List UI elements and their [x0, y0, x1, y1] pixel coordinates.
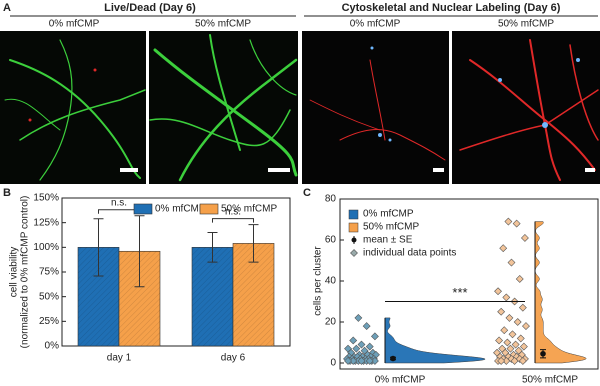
y-tick-label: 75% — [39, 267, 59, 278]
y-tick-label: 0% — [45, 341, 60, 352]
y-tick-label: 50% — [39, 291, 59, 302]
x-tick-label: day 1 — [107, 353, 132, 364]
data-point — [494, 287, 502, 296]
data-point — [352, 344, 361, 353]
data-point — [505, 313, 514, 322]
legend-label: mean ± SE — [363, 235, 413, 246]
legend-label: 0% mfCMP — [363, 209, 414, 220]
x-tick-label: 50% mfCMP — [522, 375, 578, 386]
data-point — [495, 336, 503, 345]
micrograph — [452, 31, 600, 184]
data-point — [357, 357, 366, 365]
data-point — [497, 357, 506, 365]
error-bar — [93, 218, 104, 277]
panel-label: C — [303, 187, 311, 199]
data-point — [371, 332, 379, 341]
x-tick-label: day 6 — [221, 353, 246, 364]
data-point — [507, 258, 516, 267]
data-point — [519, 342, 528, 351]
data-point — [503, 338, 512, 347]
micrograph — [302, 31, 449, 184]
error-bar — [207, 232, 218, 263]
micrograph — [149, 31, 298, 184]
y-tick-label: 80 — [325, 194, 337, 205]
image-label: 50% mfCMP — [498, 19, 554, 30]
image-label: 0% mfCMP — [350, 19, 401, 30]
data-point — [362, 322, 371, 331]
data-point — [511, 340, 520, 349]
x-tick-label: 0% mfCMP — [375, 375, 426, 386]
data-point — [344, 357, 352, 365]
legend-label: individual data points — [363, 248, 456, 259]
legend-swatch — [133, 203, 153, 215]
data-point — [365, 342, 374, 351]
annotation: n.s. — [111, 197, 127, 208]
legend-label: 50% mfCMP — [363, 222, 419, 233]
significance-bracket — [212, 218, 254, 223]
y-axis-label: cells per cluster — [313, 246, 324, 316]
y-tick-label: 125% — [33, 217, 59, 228]
data-point — [502, 357, 511, 365]
image-label: 50% mfCMP — [195, 19, 251, 30]
data-point — [354, 313, 363, 322]
data-point — [500, 326, 509, 335]
y-axis-label: (normalized to 0% mfCMP control) — [20, 196, 31, 349]
data-point — [371, 357, 379, 365]
data-point — [513, 318, 522, 326]
error-bar — [248, 224, 259, 263]
image-group-title: Live/Dead (Day 6) — [104, 2, 196, 14]
mean-marker — [390, 355, 396, 362]
y-tick-label: 60 — [325, 235, 337, 246]
data-point — [515, 275, 524, 283]
data-point — [365, 357, 374, 365]
data-point — [518, 303, 527, 312]
data-point — [497, 307, 506, 316]
data-point — [518, 357, 527, 365]
bar-texture — [192, 247, 233, 346]
y-tick-label: 25% — [39, 316, 59, 327]
y-tick-label: 100% — [33, 242, 59, 253]
y-tick-label: 20 — [325, 317, 337, 328]
data-point — [522, 322, 530, 331]
panel-label: B — [3, 187, 11, 199]
data-point — [504, 217, 513, 226]
data-point — [349, 336, 358, 345]
significance-bracket — [98, 209, 140, 214]
legend-mean — [351, 237, 357, 243]
data-point — [521, 234, 529, 242]
panel-label: A — [3, 2, 11, 14]
data-point — [516, 334, 525, 343]
y-axis-label: cell viability — [9, 247, 20, 298]
data-point — [502, 293, 511, 302]
data-point — [506, 344, 515, 353]
data-point — [349, 357, 358, 365]
data-point — [512, 219, 521, 228]
data-point — [508, 330, 517, 339]
data-point — [499, 244, 508, 253]
annotation: *** — [452, 285, 467, 300]
data-point — [357, 340, 366, 349]
error-bar — [134, 215, 145, 288]
legend-point — [350, 249, 358, 257]
density — [384, 317, 486, 364]
data-point — [510, 357, 519, 365]
legend-label: 50% mfCMP — [221, 204, 277, 215]
density — [534, 221, 587, 364]
image-group-title: Cytoskeletal and Nuclear Labeling (Day 6… — [342, 2, 561, 14]
micrograph — [0, 31, 146, 184]
mean-marker — [540, 350, 546, 357]
annotation: n.s. — [225, 206, 241, 217]
legend-label: 0% mfCMP — [155, 204, 206, 215]
legend-swatch — [199, 203, 219, 215]
axis — [339, 198, 599, 370]
y-tick-label: 0 — [330, 358, 336, 369]
legend-swatch — [348, 209, 359, 220]
y-tick-label: 150% — [33, 193, 59, 204]
legend-swatch — [348, 222, 359, 233]
image-label: 0% mfCMP — [49, 19, 100, 30]
y-tick-label: 40 — [325, 276, 337, 287]
